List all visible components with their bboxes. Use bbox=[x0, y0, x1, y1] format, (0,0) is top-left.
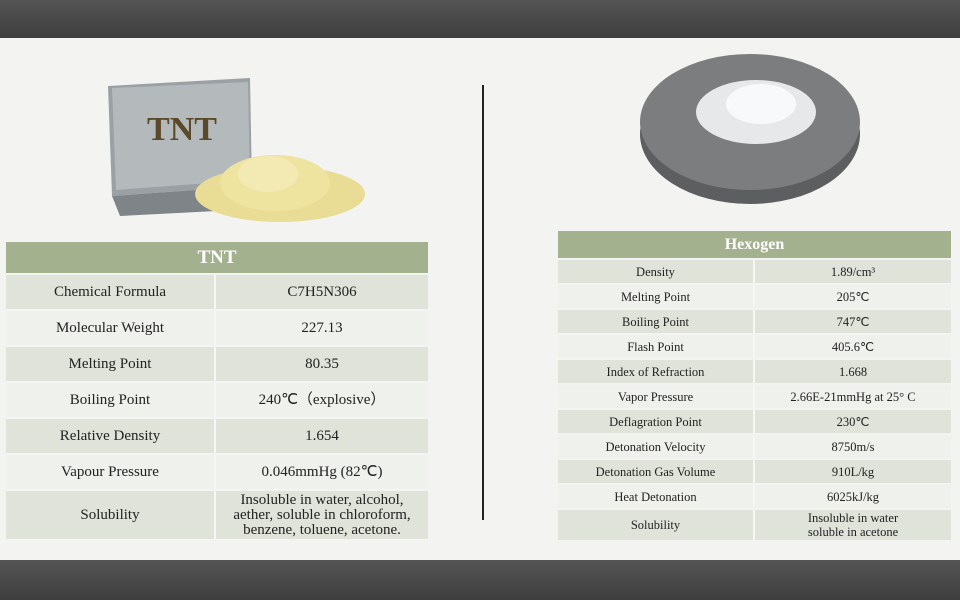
row-value: 205℃ bbox=[755, 285, 951, 308]
row-value: 2.66E-21mmHg at 25° C bbox=[755, 385, 951, 408]
table-row: Detonation Velocity 8750m/s bbox=[558, 435, 951, 458]
row-value: 8750m/s bbox=[755, 435, 951, 458]
table-row: Solubility Insoluble in water, alcohol, a… bbox=[6, 491, 428, 539]
tnt-table: TNT Chemical Formula C7H5N306 Molecular W… bbox=[6, 240, 428, 541]
row-value: Insoluble in water soluble in acetone bbox=[755, 510, 951, 540]
tnt-image-label: TNT bbox=[147, 111, 217, 148]
row-key: Melting Point bbox=[6, 347, 216, 381]
divider bbox=[482, 85, 484, 520]
hexogen-table: Hexogen Density 1.89/cm³ Melting Point 205… bbox=[558, 229, 951, 542]
row-key: Vapour Pressure bbox=[6, 455, 216, 489]
row-key: Relative Density bbox=[6, 419, 216, 453]
row-key: Boiling Point bbox=[558, 310, 755, 333]
row-key: Index of Refraction bbox=[558, 360, 755, 383]
row-value: 240℃（explosive） bbox=[216, 383, 428, 417]
row-key: Flash Point bbox=[558, 335, 755, 358]
table-row: Deflagration Point 230℃ bbox=[558, 410, 951, 433]
tnt-photo: TNT bbox=[108, 78, 365, 222]
row-value: Insoluble in water, alcohol, aether, sol… bbox=[216, 491, 428, 539]
table-row: Solubility Insoluble in water soluble in … bbox=[558, 510, 951, 540]
row-value: 1.654 bbox=[216, 419, 428, 453]
table-row: Chemical Formula C7H5N306 bbox=[6, 275, 428, 309]
row-value: 747℃ bbox=[755, 310, 951, 333]
bottom-bar bbox=[0, 560, 960, 600]
table-row: Index of Refraction 1.668 bbox=[558, 360, 951, 383]
row-key: Solubility bbox=[558, 510, 755, 540]
table-row: Flash Point 405.6℃ bbox=[558, 335, 951, 358]
row-key: Melting Point bbox=[558, 285, 755, 308]
table-row: Vapour Pressure 0.046mmHg (82℃) bbox=[6, 455, 428, 489]
row-value: 1.668 bbox=[755, 360, 951, 383]
row-value: 230℃ bbox=[755, 410, 951, 433]
hexogen-photo bbox=[640, 54, 860, 204]
row-key: Density bbox=[558, 260, 755, 283]
row-key: Detonation Gas Volume bbox=[558, 460, 755, 483]
table-row: Boiling Point 747℃ bbox=[558, 310, 951, 333]
hexogen-title: Hexogen bbox=[558, 231, 951, 258]
table-row: Relative Density 1.654 bbox=[6, 419, 428, 453]
top-bar bbox=[0, 0, 960, 38]
row-value: 0.046mmHg (82℃) bbox=[216, 455, 428, 489]
row-value: C7H5N306 bbox=[216, 275, 428, 309]
table-row: Detonation Gas Volume 910L/kg bbox=[558, 460, 951, 483]
row-key: Detonation Velocity bbox=[558, 435, 755, 458]
row-key: Boiling Point bbox=[6, 383, 216, 417]
row-key: Deflagration Point bbox=[558, 410, 755, 433]
table-row: Vapor Pressure 2.66E-21mmHg at 25° C bbox=[558, 385, 951, 408]
table-row: Melting Point 80.35 bbox=[6, 347, 428, 381]
row-key: Vapor Pressure bbox=[558, 385, 755, 408]
row-key: Molecular Weight bbox=[6, 311, 216, 345]
row-key: Chemical Formula bbox=[6, 275, 216, 309]
table-row: Density 1.89/cm³ bbox=[558, 260, 951, 283]
table-row: Melting Point 205℃ bbox=[558, 285, 951, 308]
row-value: 910L/kg bbox=[755, 460, 951, 483]
tnt-title: TNT bbox=[6, 242, 428, 273]
row-value: 6025kJ/kg bbox=[755, 485, 951, 508]
table-row: Molecular Weight 227.13 bbox=[6, 311, 428, 345]
row-value: 80.35 bbox=[216, 347, 428, 381]
row-value: 1.89/cm³ bbox=[755, 260, 951, 283]
table-row: Heat Detonation 6025kJ/kg bbox=[558, 485, 951, 508]
row-key: Solubility bbox=[6, 491, 216, 539]
row-value: 405.6℃ bbox=[755, 335, 951, 358]
row-key: Heat Detonation bbox=[558, 485, 755, 508]
row-value: 227.13 bbox=[216, 311, 428, 345]
table-row: Boiling Point 240℃（explosive） bbox=[6, 383, 428, 417]
